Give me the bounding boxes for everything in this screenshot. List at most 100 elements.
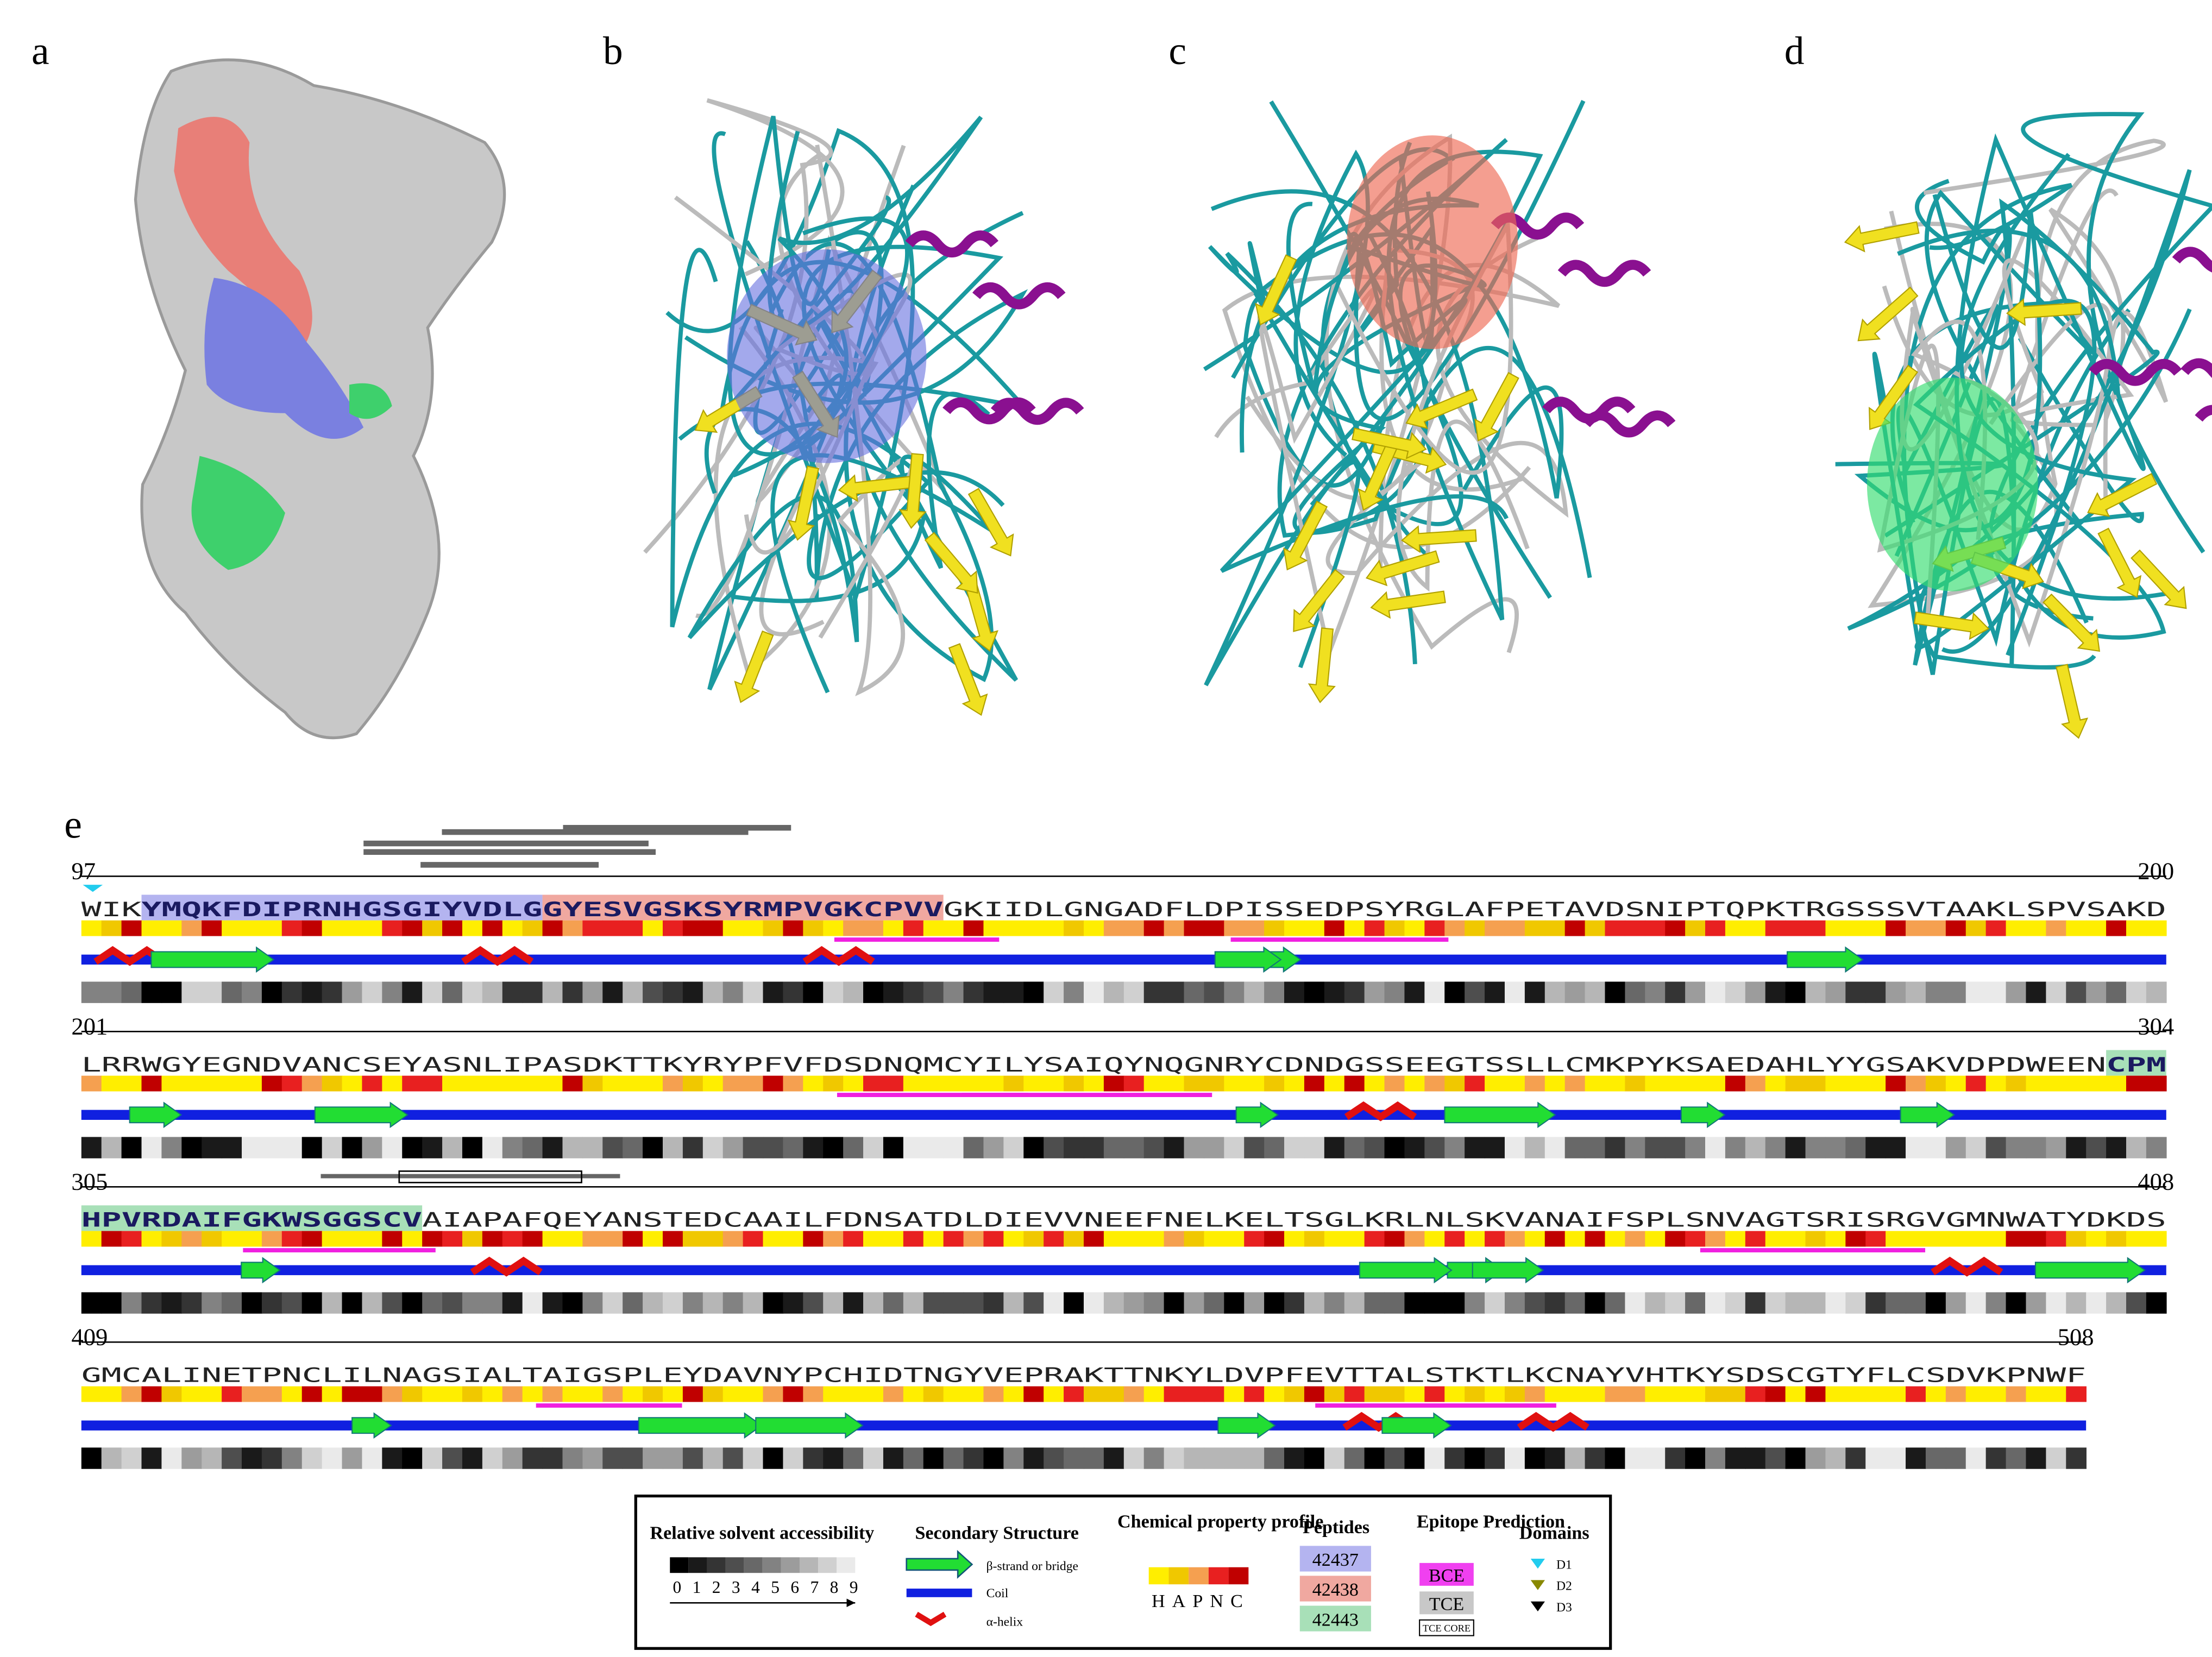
chem-cell [1544,1386,1566,1402]
chem-cell [502,920,523,936]
epitope-surface [727,249,927,463]
chem-cell [1444,1231,1465,1247]
strand [967,488,1014,557]
rsa-cell [141,1447,162,1469]
chem-cell [1845,920,1867,936]
rsa-scale [670,1557,856,1573]
chem-cell [281,920,303,936]
chem-cell [803,1231,824,1247]
chem-cell [1625,1386,1646,1402]
strand [948,643,988,716]
ribbon-model [1203,100,1676,703]
rsa-cell [222,1292,242,1314]
chem-cell [1685,1231,1706,1247]
chem-cell [2026,920,2047,936]
chem-cell [1143,920,1165,936]
rsa-cell [1424,1137,1446,1158]
strand [129,1101,183,1129]
chem-cell [562,1386,583,1402]
rsa-cell [1224,1137,1245,1158]
rsa-cell [1985,1292,2007,1314]
rsa-cell [682,981,703,1003]
peptide-highlight [141,894,543,921]
chem-cell [121,1075,142,1092]
chem-cell [1064,1231,1084,1247]
chem-cell [81,1386,102,1402]
chem-cell [783,1386,804,1402]
rsa-cell [1785,1447,1806,1469]
chem-cell [1083,920,1104,936]
rsa-cell [402,981,423,1003]
chem-cell [843,1386,864,1402]
chem-cell [1605,1231,1626,1247]
rsa-cell [1625,981,1646,1003]
rsa-cell [1123,981,1145,1003]
chem-cell [923,1386,944,1402]
peptide-swatch [1299,1546,1371,1572]
rsa-cell [202,1292,222,1314]
chem-cell [301,920,323,936]
chem-cell [1304,1231,1325,1247]
chem-cell [502,1386,523,1402]
strand [1381,1412,1452,1439]
rsa-cell [1504,981,1525,1003]
chem-cell [823,920,844,936]
legend-text: 42443 [1312,1610,1359,1630]
rsa-cell [382,1447,403,1469]
rsa-swatch [818,1557,837,1573]
tce-bar [363,840,649,847]
rsa-cell [1364,1137,1385,1158]
rsa-cell [402,1137,423,1158]
chem-cell [281,1386,303,1402]
chem-cell [743,1231,764,1247]
peptide-swatch [1299,1576,1371,1602]
chem-cell [1725,920,1746,936]
rsa-cell [161,1447,183,1469]
rsa-cell [1865,1137,1886,1158]
chem-cell [1044,920,1064,936]
chem-cell [1485,920,1505,936]
rsa-cell [1685,1137,1706,1158]
chem-cell [261,1386,282,1402]
chem-cell [522,1386,543,1402]
chem-cell [1384,1231,1405,1247]
chem-cell [522,920,543,936]
chem-cell [1284,1231,1305,1247]
chem-cell [1965,1231,1987,1247]
rsa-cell [1384,1292,1405,1314]
rsa-cell [1845,1447,1867,1469]
rsa-cell [1564,1292,1586,1314]
chem-cell [202,1075,222,1092]
chem-cell [1965,1075,1987,1092]
chem-cell [843,1231,864,1247]
chem-cell [462,920,483,936]
strand [2034,1257,2146,1284]
rsa-cell [2106,981,2127,1003]
legend-text: BCE [1429,1566,1465,1586]
rsa-cell [1805,1292,1826,1314]
rsa-cell [1485,981,1505,1003]
chem-cell [382,1075,403,1092]
rsa-cell [1765,1447,1786,1469]
chem-cell [1985,1231,2007,1247]
rsa-cell [101,1137,122,1158]
chem-cell [1825,920,1846,936]
chem-cell [1044,1231,1064,1247]
rsa-cell [342,981,363,1003]
rsa-cell [1023,1447,1044,1469]
rsa-cell [181,1292,202,1314]
chem-cell [1324,1231,1345,1247]
chem-cell [81,920,102,936]
rsa-cell [1564,1137,1586,1158]
rsa-cell [1705,1292,1726,1314]
rsa-cell [743,1137,764,1158]
chem-cell [722,1231,744,1247]
chem-cell [2006,1075,2027,1092]
chem-cell [1083,1075,1104,1092]
chem-cell [722,1075,744,1092]
rsa-cell [743,1447,764,1469]
rsa-cell [963,1137,984,1158]
rsa-cell [1164,1137,1185,1158]
chem-cell [883,920,904,936]
chem-cell [1244,1231,1265,1247]
